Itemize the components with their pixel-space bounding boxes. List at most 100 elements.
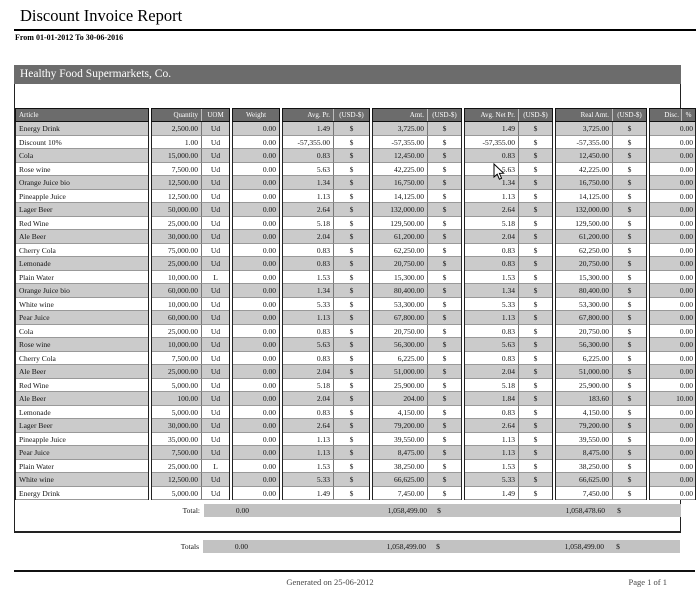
cell-real-amt-currency: $ — [612, 203, 646, 217]
cell-real-amt-currency: $ — [612, 378, 646, 392]
cell-real-amt: 132,000.00 — [556, 203, 612, 217]
grp-disc: 0.00 — [649, 135, 696, 149]
grp-weight: 0.00 — [232, 486, 280, 500]
cell-weight: 0.00 — [233, 135, 279, 149]
cell-amt: 3,725.00 — [373, 122, 427, 136]
cell-quantity: 7,500.00 — [152, 351, 201, 365]
grp-avg-pr: 5.18 $ — [282, 378, 370, 392]
cell-real-amt: 79,200.00 — [556, 419, 612, 433]
cell-amt: 62,250.00 — [373, 243, 427, 257]
cell-amt-currency: $ — [427, 297, 461, 311]
cell-real-amt-currency: $ — [612, 311, 646, 325]
cell-avg-net-pr-currency: $ — [518, 351, 552, 365]
grp-weight: 0.00 — [232, 284, 280, 298]
cell-amt-currency: $ — [427, 189, 461, 203]
cell-disc: 0.00 — [650, 297, 695, 311]
grp-real-amt: -57,355.00 $ — [555, 135, 647, 149]
cell-real-amt-currency: $ — [612, 338, 646, 352]
grp-avg-net-pr: 2.04 $ — [464, 365, 553, 379]
cell-avg-pr-currency: $ — [333, 162, 369, 176]
cell-disc: 0.00 — [650, 446, 695, 460]
cell-weight: 0.00 — [233, 176, 279, 190]
grp-avg-net-pr: 0.83 $ — [464, 257, 553, 271]
grp-article: Cherry Cola — [15, 243, 149, 257]
grp-avg-pr: 1.13 $ — [282, 432, 370, 446]
grp-weight: 0.00 — [232, 135, 280, 149]
grp-amt: -57,355.00 $ — [372, 135, 462, 149]
grp-amt: 20,750.00 $ — [372, 324, 462, 338]
cell-real-amt-currency: $ — [612, 122, 646, 136]
table-row: Pineapple Juice 12,500.00 Ud 0.00 1.13 $14,12… — [15, 189, 696, 203]
cell-avg-pr-currency: $ — [333, 311, 369, 325]
cell-uom: Ud — [201, 378, 229, 392]
cell-amt: 79,200.00 — [373, 419, 427, 433]
cell-amt-currency: $ — [427, 419, 461, 433]
header-weight: Weight — [245, 111, 267, 119]
cell-article: Orange Juice bio — [16, 176, 148, 190]
cell-amt-currency: $ — [427, 324, 461, 338]
grp-avg-net-pr: 0.83 $ — [464, 149, 553, 163]
cell-avg-net-pr: 1.53 — [465, 270, 518, 284]
cell-article: Cherry Cola — [16, 243, 148, 257]
cell-amt-currency: $ — [427, 176, 461, 190]
grp-avg-pr: 5.63 $ — [282, 338, 370, 352]
cell-article: Discount 10% — [16, 135, 148, 149]
cell-avg-pr-currency: $ — [333, 419, 369, 433]
col-amt: Amt. (USD-$) — [372, 108, 462, 122]
cell-disc: 0.00 — [650, 230, 695, 244]
grp-avg-net-pr: 5.33 $ — [464, 297, 553, 311]
cell-quantity: 10,000.00 — [152, 297, 201, 311]
grp-real-amt: 129,500.00 $ — [555, 216, 647, 230]
cell-article: Lager Beer — [16, 203, 148, 217]
cell-uom: Ud — [201, 135, 229, 149]
grp-weight: 0.00 — [232, 351, 280, 365]
grp-avg-pr: 0.83 $ — [282, 149, 370, 163]
cell-avg-pr: 1.13 — [283, 189, 333, 203]
cell-disc: 0.00 — [650, 324, 695, 338]
grp-disc: 0.00 — [649, 365, 696, 379]
grp-real-amt: 56,300.00 $ — [555, 338, 647, 352]
grp-disc: 0.00 — [649, 405, 696, 419]
grp-avg-net-pr: 1.49 $ — [464, 122, 553, 136]
cell-real-amt-currency: $ — [612, 243, 646, 257]
cell-amt: 80,400.00 — [373, 284, 427, 298]
grp-weight: 0.00 — [232, 324, 280, 338]
table-row: Cherry Cola 7,500.00 Ud 0.00 0.83 $6,225.00 $0… — [15, 351, 696, 365]
cell-disc: 0.00 — [650, 176, 695, 190]
grp-disc: 0.00 — [649, 176, 696, 190]
title-rule — [14, 29, 696, 31]
cell-weight: 0.00 — [233, 243, 279, 257]
cell-disc: 0.00 — [650, 351, 695, 365]
grp-disc: 0.00 — [649, 432, 696, 446]
cell-amt: 20,750.00 — [373, 257, 427, 271]
cell-article: Rose wine — [16, 338, 148, 352]
cell-real-amt: 4,150.00 — [556, 405, 612, 419]
cell-amt: 14,125.00 — [373, 189, 427, 203]
cell-amt: 8,475.00 — [373, 446, 427, 460]
grp-real-amt: 67,800.00 $ — [555, 311, 647, 325]
date-range: From 01-01-2012 To 30-06-2016 — [15, 33, 124, 42]
cell-disc: 0.00 — [650, 405, 695, 419]
cell-amt-currency: $ — [427, 311, 461, 325]
table-body: Energy Drink 2,500.00 Ud 0.00 1.49 $3,725.00 $… — [15, 122, 696, 500]
cell-amt: 53,300.00 — [373, 297, 427, 311]
cell-article: Rose wine — [16, 162, 148, 176]
grp-avg-pr: 1.49 $ — [282, 486, 370, 500]
cell-disc: 0.00 — [650, 203, 695, 217]
cell-weight: 0.00 — [233, 297, 279, 311]
grp-avg-net-pr: 0.83 $ — [464, 351, 553, 365]
grp-avg-pr: 0.83 $ — [282, 324, 370, 338]
cell-avg-net-pr-currency: $ — [518, 338, 552, 352]
cell-avg-pr: 1.34 — [283, 284, 333, 298]
grp-disc: 10.00 — [649, 392, 696, 406]
report-table-frame: Article Quantity UOM Weight Avg. Pr. (US… — [14, 84, 696, 533]
cell-avg-net-pr: 5.18 — [465, 378, 518, 392]
cell-amt-currency: $ — [427, 230, 461, 244]
cell-quantity: 60,000.00 — [152, 284, 201, 298]
grand-total-weight: 0.00 — [234, 542, 248, 551]
cell-quantity: 25,000.00 — [152, 257, 201, 271]
cell-disc: 0.00 — [650, 284, 695, 298]
header-percent: % — [681, 109, 695, 121]
grp-qty-uom: 2,500.00 Ud — [151, 122, 230, 136]
grp-article: Cherry Cola — [15, 351, 149, 365]
